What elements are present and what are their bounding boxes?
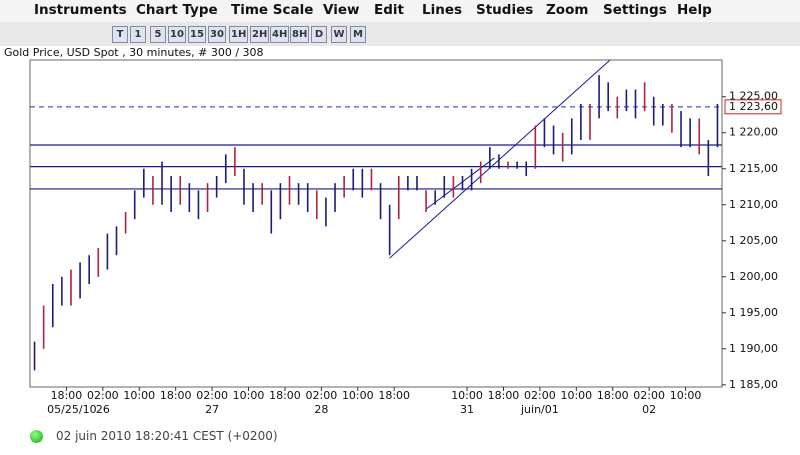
timescale-button[interactable]: 15 <box>188 26 206 43</box>
menu-item[interactable]: Settings <box>603 2 667 18</box>
x-tick-label: 18:00 <box>378 389 410 402</box>
timescale-button[interactable]: T <box>112 26 128 43</box>
date-label: 31 <box>460 403 474 416</box>
status-time: 02 juin 2010 18:20:41 CEST (+0200) <box>56 429 278 443</box>
x-tick-label: 02:00 <box>306 389 338 402</box>
date-label: 02 <box>642 403 656 416</box>
trend-line <box>389 59 611 259</box>
x-tick-label: 10:00 <box>451 389 483 402</box>
y-tick-label: 1 210,00 <box>729 198 778 211</box>
x-tick-label: 10:00 <box>233 389 265 402</box>
timescale-button[interactable]: 5 <box>150 26 166 43</box>
menu-item[interactable]: Help <box>677 2 712 18</box>
date-label: 27 <box>205 403 219 416</box>
y-tick-label: 1 205,00 <box>729 234 778 247</box>
menu-item[interactable]: View <box>323 2 360 18</box>
timescale-button[interactable]: 30 <box>208 26 226 43</box>
x-tick-label: 02:00 <box>633 389 665 402</box>
x-tick-label: 18:00 <box>597 389 629 402</box>
x-tick-label: 10:00 <box>560 389 592 402</box>
date-label: 26 <box>96 403 110 416</box>
y-tick-label: 1 200,00 <box>729 270 778 283</box>
timescale-button[interactable]: 10 <box>168 26 186 43</box>
timescale-button[interactable]: D <box>311 26 327 43</box>
timescale-button[interactable]: 2H <box>250 26 270 43</box>
x-tick-label: 10:00 <box>670 389 702 402</box>
menu-item[interactable]: Studies <box>476 2 534 18</box>
timescale-button[interactable]: 4H <box>270 26 290 43</box>
menu-item[interactable]: Chart Type <box>136 2 218 18</box>
chart-title: Gold Price, USD Spot , 30 minutes, # 300… <box>4 46 264 59</box>
y-tick-label: 1 185,00 <box>729 378 778 391</box>
chart: Gold Price, USD Spot , 30 minutes, # 300… <box>0 46 800 426</box>
y-tick-label: 1 190,00 <box>729 342 778 355</box>
x-tick-label: 10:00 <box>342 389 374 402</box>
timescale-button[interactable]: M <box>350 26 366 43</box>
x-tick-label: 10:00 <box>123 389 155 402</box>
x-tick-label: 02:00 <box>196 389 228 402</box>
y-tick-label: 1 220,00 <box>729 126 778 139</box>
date-label: 05/25/10 <box>47 403 96 416</box>
current-price-label: 1 223,60 <box>729 100 778 113</box>
x-tick-label: 02:00 <box>524 389 556 402</box>
timescale-button[interactable]: 1 <box>130 26 146 43</box>
timescale-button[interactable]: 1H <box>229 26 249 43</box>
timescale-button[interactable]: 8H <box>290 26 310 43</box>
trend-line <box>425 157 495 210</box>
menu-item[interactable]: Zoom <box>546 2 589 18</box>
chart-background <box>0 46 800 426</box>
timescale-button[interactable]: W <box>331 26 347 43</box>
menu-item[interactable]: Instruments <box>34 2 127 18</box>
current-price-box <box>724 99 782 115</box>
menu-item[interactable]: Edit <box>374 2 404 18</box>
plot-frame <box>29 59 723 388</box>
x-tick-label: 18:00 <box>51 389 83 402</box>
menu-item[interactable]: Lines <box>422 2 463 18</box>
connection-indicator <box>30 430 43 443</box>
menu-bar: Instruments Chart Type Time Scale View Edit L… <box>0 0 800 22</box>
y-tick-label: 1 195,00 <box>729 306 778 319</box>
date-label: juin/01 <box>520 403 559 416</box>
toolbar: T 1 5 10 15 30 1H 2H 4H 8H D W M <box>0 22 800 47</box>
menu-item[interactable]: Time Scale <box>231 2 314 18</box>
x-tick-label: 18:00 <box>269 389 301 402</box>
y-tick-label: 1 215,00 <box>729 162 778 175</box>
x-tick-label: 02:00 <box>87 389 119 402</box>
x-tick-label: 18:00 <box>160 389 192 402</box>
date-label: 28 <box>314 403 328 416</box>
x-tick-label: 18:00 <box>488 389 520 402</box>
